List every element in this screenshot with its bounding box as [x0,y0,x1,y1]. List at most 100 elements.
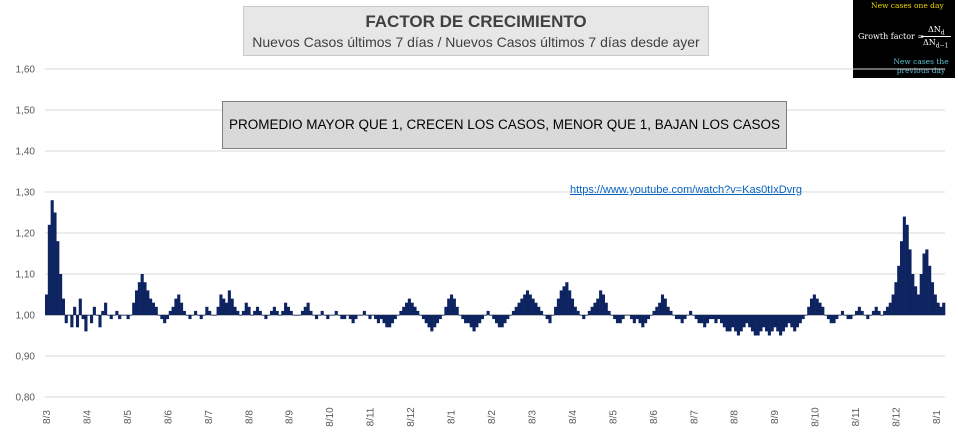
series-bar [196,315,200,316]
series-bar [230,298,234,315]
series-bar [888,302,892,315]
series-bar [514,306,518,315]
series-bar [104,302,108,315]
series-bar [323,315,327,316]
series-bar [357,315,361,316]
series-bar [731,315,735,328]
series-bar [942,302,946,315]
series-bar [444,306,448,315]
series-bar [579,315,583,316]
series-bar [270,310,274,315]
series-bar [149,298,153,315]
series-bar [405,302,409,315]
formula-numerator: ΔNd [928,25,945,37]
series-bar [219,294,223,315]
x-tick-label: 8/3 [42,410,53,424]
series-bar [787,315,791,324]
formula-bottom-note: New cases the previous day [893,57,949,75]
series-bar [914,286,918,315]
series-bar [804,315,808,316]
series-bar [939,306,943,315]
series-bar [267,315,271,316]
series-bar [354,315,358,320]
series-bar [483,315,487,316]
series-bar [537,306,541,315]
series-bar [565,282,569,315]
x-tick-label: 8/1 [447,410,458,424]
y-tick-label: 1,20 [16,229,36,240]
series-bar [756,315,760,336]
series-bar [826,315,830,320]
series-bar [90,315,94,324]
series-bar [866,315,870,320]
series-bar [885,306,890,315]
series-bars [45,200,946,336]
series-bar [506,315,510,320]
series-bar [691,315,695,316]
series-bar [511,310,515,315]
series-bar [157,315,161,316]
y-tick-label: 0,90 [16,352,36,363]
x-tick-label: 8/8 [244,410,255,424]
series-bar [869,315,873,316]
series-bar [908,249,912,315]
series-bar [610,315,614,316]
x-tick-label: 8/6 [163,410,174,424]
x-tick-label: 8/9 [770,410,781,424]
series-bar [548,315,552,324]
series-bar [613,315,617,320]
series-bar [770,315,774,332]
series-bar [129,315,133,316]
series-bar [343,315,347,320]
series-bar [720,315,724,324]
series-bar [705,315,710,324]
x-tick-label: 8/12 [892,407,903,427]
series-bar [286,306,290,315]
series-bar [340,315,344,320]
annotation-box: PROMEDIO MAYOR QUE 1, CRECEN LOS CASOS, … [222,101,787,149]
series-bar [416,310,420,315]
series-bar [132,302,136,315]
x-tick-label: 8/9 [285,410,296,424]
series-bar [807,306,811,315]
series-bar [264,315,268,320]
series-bar [781,315,785,332]
series-bar [708,315,712,320]
series-bar [604,302,608,315]
series-bar [300,310,305,315]
series-bar [337,315,341,316]
series-bar [672,315,676,316]
series-bar [59,274,63,315]
series-bar [624,315,628,316]
series-bar [880,315,884,316]
series-bar [852,315,856,316]
series-bar [315,315,319,320]
x-tick-label: 8/12 [406,407,417,427]
series-bar [351,315,355,324]
series-bar [371,315,375,316]
series-bar [382,315,386,324]
chart-title-box: FACTOR DE CRECIMIENTO Nuevos Casos últim… [243,6,709,56]
series-bar [497,315,501,328]
series-bar [222,298,226,315]
series-bar [582,315,586,320]
series-bar [722,315,726,328]
series-bar [632,315,636,324]
series-bar [396,315,400,316]
series-bar [233,306,237,315]
series-bar [87,315,91,316]
series-bar [388,315,392,328]
series-bar [452,298,456,315]
series-bar [750,315,755,332]
series-bar [379,315,383,320]
series-bar [421,315,425,320]
series-bar [849,315,853,320]
series-bar [742,315,746,328]
x-tick-label: 8/8 [730,410,741,424]
youtube-link[interactable]: https://www.youtube.com/watch?v=Kas0tIxD… [570,184,803,196]
series-bar [438,315,442,320]
series-bar [272,306,276,315]
series-bar [64,315,68,324]
series-bar [210,315,215,316]
